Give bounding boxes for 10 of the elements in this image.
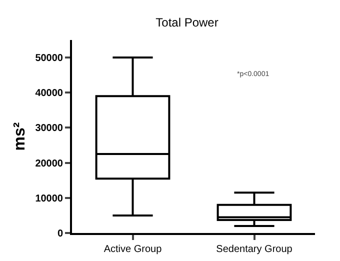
y-tick-label: 10000 xyxy=(35,193,64,204)
y-tick-label: 20000 xyxy=(35,158,64,170)
y-tick-label: 50000 xyxy=(35,53,64,64)
x-tick-label: Active Group xyxy=(104,244,162,255)
y-tick-label: 30000 xyxy=(35,123,64,134)
y-tick-label: 40000 xyxy=(35,88,64,100)
x-tick-label: Sedentary Group xyxy=(216,244,293,255)
chart-title: Total Power xyxy=(156,16,218,30)
y-tick-label: 0 xyxy=(57,228,64,240)
y-axis-title: ms² xyxy=(12,122,29,151)
